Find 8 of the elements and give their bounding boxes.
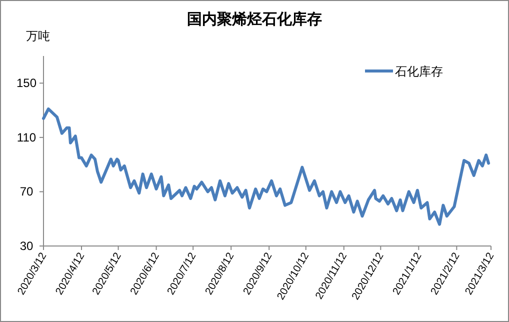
y-tick-label: 110 <box>16 130 36 144</box>
y-tick-label: 70 <box>20 184 34 199</box>
y-tick-label: 30 <box>20 239 34 253</box>
chart-title: 国内聚烯烃石化库存 <box>187 10 322 28</box>
y-axis-title: 万吨 <box>26 29 50 43</box>
legend-label: 石化库存 <box>395 64 443 78</box>
y-tick-label: 150 <box>16 76 37 90</box>
legend: 石化库存 <box>365 64 443 78</box>
